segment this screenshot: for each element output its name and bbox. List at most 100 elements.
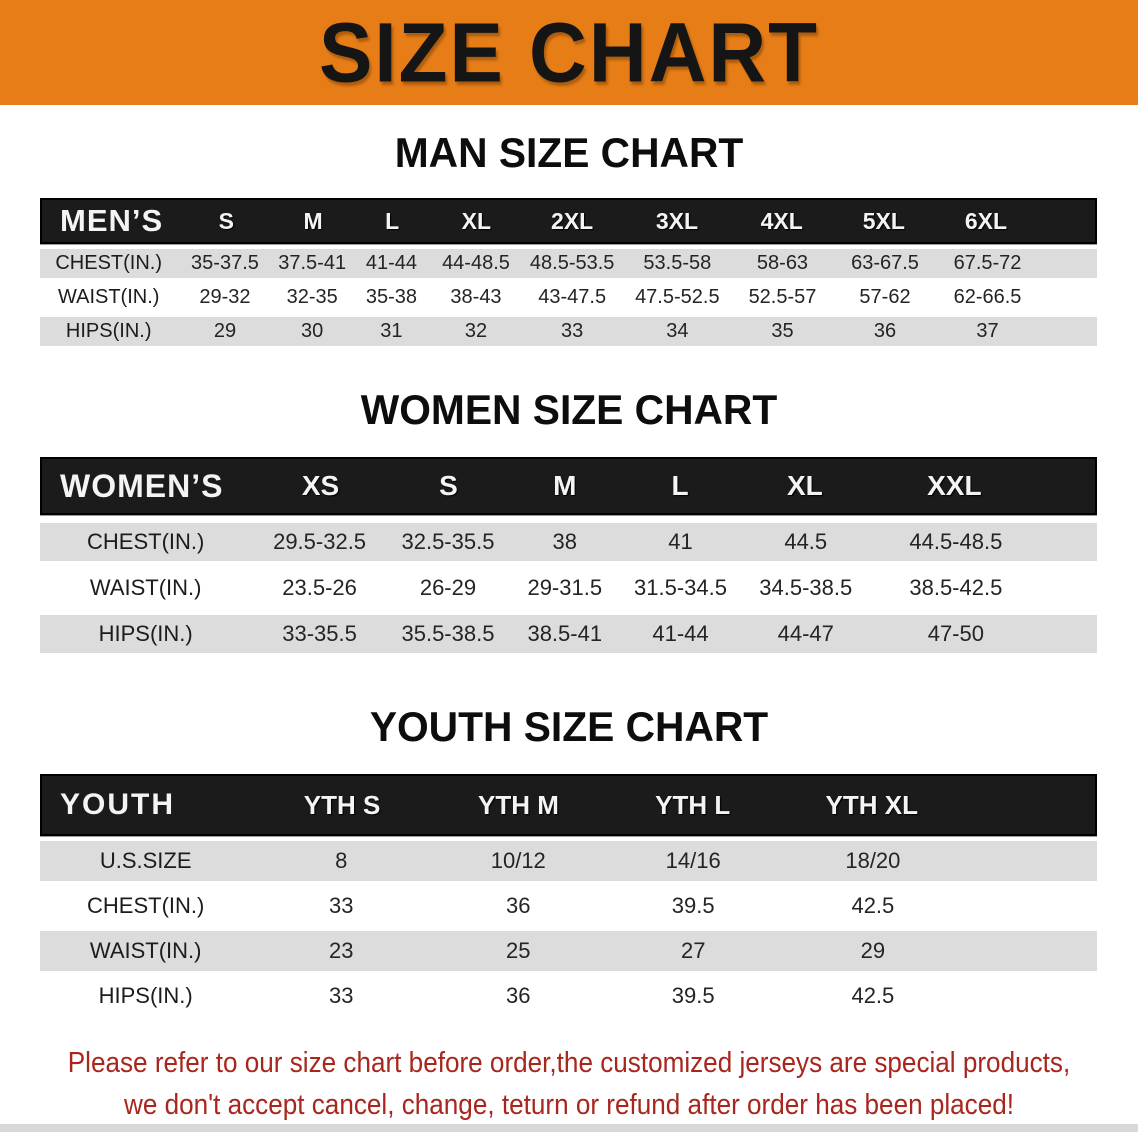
size-column-header: YTH M	[478, 789, 559, 820]
size-value-cell: 35	[771, 320, 794, 342]
banner-title: SIZE CHART	[319, 4, 819, 100]
size-value-cell: 29	[213, 320, 237, 342]
measurement-row: HIPS(IN.) 33-35.5 35.5-38.5 38.5-41 41-44 44-…	[40, 615, 1097, 653]
size-column-header: L	[385, 207, 400, 234]
size-value-cell: 34.5-38.5	[759, 575, 853, 600]
size-value-cell: 38-43	[450, 286, 502, 308]
row-label: U.S.SIZE	[99, 848, 192, 873]
size-column-header: XL	[786, 470, 823, 501]
measurement-row: WAIST(IN.) 29-32 32-35 35-38 38-43 43-47.5 47.…	[40, 283, 1097, 312]
size-value-cell: 52.5-57	[748, 286, 817, 308]
row-label: WAIST(IN.)	[89, 575, 202, 600]
man-section-heading: MAN SIZE CHART	[394, 129, 744, 176]
size-column-header: 3XL	[655, 207, 698, 234]
size-value-cell: 32	[464, 320, 488, 342]
measurement-row: CHEST(IN.) 29.5-32.5 32.5-35.5 38 41 44.5 44.5…	[40, 523, 1097, 561]
size-value-cell: 62-66.5	[953, 286, 1022, 308]
table-corner-label: YOUTH	[60, 788, 175, 821]
size-column-header: YTH S	[303, 789, 381, 820]
row-label: HIPS(IN.)	[65, 320, 152, 342]
measurement-row: WAIST(IN.) 23 25 27 29	[40, 931, 1097, 971]
size-value-cell: 33	[328, 893, 354, 918]
size-value-cell: 32.5-35.5	[401, 529, 495, 554]
size-value-cell: 37.5-41	[278, 252, 347, 274]
size-value-cell: 30	[301, 320, 324, 342]
size-column-header: M	[303, 207, 323, 234]
women-size-table: WOMEN’S XS S M L XL XXL CHEST(IN.) 29.5-32.5 32.5…	[40, 457, 1097, 653]
size-value-cell: 39.5	[671, 893, 715, 918]
size-value-cell: 43-47.5	[538, 286, 607, 308]
size-value-cell: 31	[380, 320, 403, 342]
size-value-cell: 38.5-42.5	[909, 575, 1003, 600]
measurement-row: HIPS(IN.) 29 30 31 32 33 34 35 36 37	[40, 317, 1097, 346]
size-value-cell: 33-35.5	[282, 621, 357, 646]
size-value-cell: 39.5	[671, 983, 715, 1008]
size-value-cell: 29.5-32.5	[273, 529, 367, 554]
size-column-header: S	[439, 470, 458, 501]
row-label: WAIST(IN.)	[57, 286, 160, 308]
size-value-cell: 44.5-48.5	[909, 529, 1003, 554]
size-value-cell: 36	[506, 893, 531, 918]
row-label: HIPS(IN.)	[98, 621, 193, 646]
size-value-cell: 37	[976, 320, 999, 342]
size-value-cell: 58-63	[756, 252, 809, 274]
table-header-row: WOMEN’S XS S M L XL XXL	[40, 457, 1097, 515]
measurement-row: CHEST(IN.) 35-37.5 37.5-41 41-44 44-48.5 48.5…	[40, 249, 1097, 278]
men-size-table: MEN’S S M L XL 2XL 3XL 4XL 5XL 6XL CHEST(IN.) 35-37…	[40, 198, 1097, 346]
size-value-cell: 36	[873, 320, 897, 342]
size-value-cell: 23.5-26	[282, 575, 357, 600]
size-value-cell: 14/16	[665, 848, 721, 873]
size-value-cell: 35-38	[365, 286, 417, 308]
size-column-header: S	[218, 207, 234, 234]
size-value-cell: 29	[860, 938, 886, 963]
size-value-cell: 41	[668, 529, 693, 554]
size-value-cell: 29-31.5	[527, 575, 603, 600]
size-value-cell: 63-67.5	[851, 252, 919, 274]
size-value-cell: 26-29	[419, 575, 477, 600]
size-column-header: YTH XL	[825, 789, 918, 820]
measurement-row: CHEST(IN.) 33 36 39.5 42.5	[40, 886, 1097, 926]
size-value-cell: 44-47	[777, 621, 834, 646]
size-value-cell: 44-48.5	[442, 252, 510, 274]
size-column-header: 6XL	[964, 207, 1008, 234]
size-column-header: XXL	[927, 470, 982, 501]
size-value-cell: 33	[561, 320, 584, 342]
disclaimer-line-1: Please refer to our size chart before or…	[67, 1047, 1071, 1079]
size-value-cell: 42.5	[851, 983, 895, 1008]
size-column-header: YTH L	[655, 789, 731, 820]
size-value-cell: 48.5-53.5	[529, 252, 615, 274]
size-value-cell: 38.5-41	[527, 621, 603, 646]
size-value-cell: 18/20	[845, 848, 901, 873]
size-value-cell: 23	[328, 938, 354, 963]
size-value-cell: 67.5-72	[953, 252, 1022, 274]
size-value-cell: 41-44	[652, 621, 709, 646]
size-value-cell: 53.5-58	[643, 252, 712, 274]
size-value-cell: 36	[506, 983, 531, 1008]
size-value-cell: 42.5	[851, 893, 895, 918]
man-size-chart-section: MAN SIZE CHART MEN’S S M L XL 2XL 3XL 4XL 5XL 6XL…	[0, 129, 1138, 346]
size-value-cell: 25	[506, 938, 531, 963]
size-value-cell: 38	[552, 529, 577, 554]
size-column-header: 4XL	[760, 207, 803, 234]
disclaimer-line-2: we don't accept cancel, change, teturn o…	[123, 1089, 1015, 1121]
size-value-cell: 34	[666, 320, 689, 342]
size-value-cell: 47.5-52.5	[635, 286, 720, 308]
size-value-cell: 41-44	[365, 252, 417, 274]
size-value-cell: 35.5-38.5	[401, 621, 495, 646]
table-header-row: YOUTH YTH S YTH M YTH L YTH XL	[40, 774, 1097, 836]
size-value-cell: 8	[335, 848, 348, 873]
row-label: CHEST(IN.)	[87, 529, 205, 554]
row-label: CHEST(IN.)	[55, 252, 163, 274]
size-value-cell: 32-35	[286, 286, 338, 308]
row-label: CHEST(IN.)	[87, 893, 205, 918]
size-column-header: XL	[461, 207, 492, 234]
size-value-cell: 29-32	[199, 286, 251, 308]
table-corner-label: MEN’S	[60, 203, 164, 238]
disclaimer-text: Please refer to our size chart before or…	[57, 1042, 1081, 1126]
women-section-heading: WOMEN SIZE CHART	[360, 386, 778, 433]
youth-size-chart-section: YOUTH SIZE CHART YOUTH YTH S YTH M YTH L YTH…	[0, 703, 1138, 1016]
measurement-row: HIPS(IN.) 33 36 39.5 42.5	[40, 976, 1097, 1016]
size-value-cell: 57-62	[859, 286, 911, 308]
size-column-header: 5XL	[862, 207, 905, 234]
size-column-header: L	[671, 470, 689, 501]
